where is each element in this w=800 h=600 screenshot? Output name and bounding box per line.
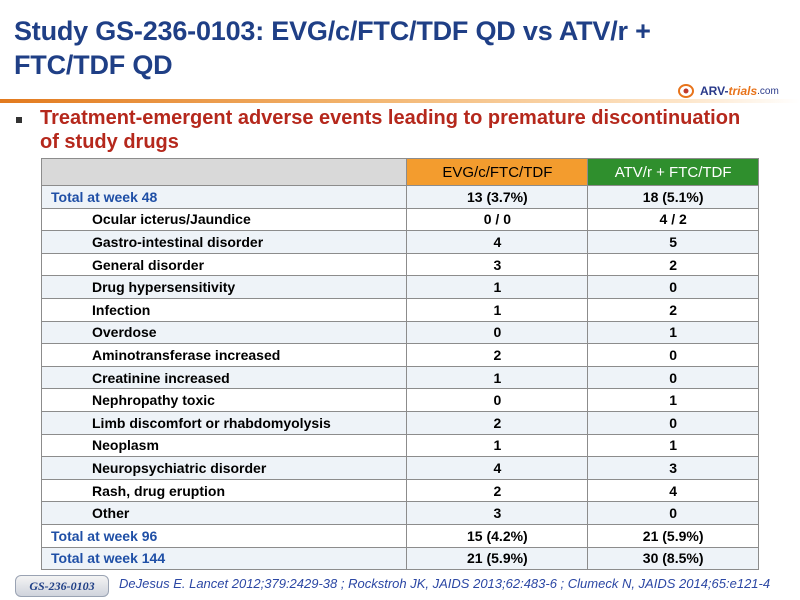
- cell-atv: 1: [587, 388, 759, 412]
- cell-evg: 1: [406, 297, 589, 322]
- logo-text-trials: trials: [728, 84, 758, 98]
- table-row: Gastro-intestinal disorder 4 5: [40, 230, 759, 254]
- row-label: Overdose: [40, 320, 408, 345]
- cell-atv: 0: [587, 343, 759, 367]
- cell-atv: 5: [587, 230, 759, 254]
- row-label: Limb discomfort or rhabdomyolysis: [40, 410, 408, 435]
- table-row: Creatinine increased 1 0: [40, 365, 759, 390]
- logo-text-arv: ARV-: [700, 84, 729, 98]
- cell-atv: 0: [587, 410, 759, 435]
- row-label: Other: [40, 501, 408, 525]
- header-atv: ATV/r + FTC/TDF: [587, 158, 759, 186]
- row-label: Drug hypersensitivity: [40, 275, 408, 299]
- table-row: Infection 1 2: [40, 297, 759, 322]
- table-row: Neoplasm 1 1: [40, 433, 759, 458]
- cell-atv: 1: [587, 433, 759, 458]
- row-label: Ocular icterus/Jaundice: [40, 207, 408, 232]
- row-label: Creatinine increased: [40, 365, 408, 390]
- cell-atv: 2: [587, 252, 759, 277]
- arv-trials-logo: ARV- trials .com: [678, 80, 779, 102]
- cell-atv: 4 / 2: [587, 207, 759, 232]
- cell-atv: 3: [587, 456, 759, 480]
- slide-title: Study GS-236-0103: EVG/c/FTC/TDF QD vs A…: [14, 16, 651, 80]
- study-badge: GS-236-0103: [15, 575, 109, 597]
- row-label: Nephropathy toxic: [40, 388, 408, 412]
- cell-evg: 3: [406, 501, 589, 525]
- cell-atv: 21 (5.9%): [587, 523, 759, 548]
- cell-evg: 0: [406, 388, 589, 412]
- table-row: Rash, drug eruption 2 4: [40, 478, 759, 503]
- cell-evg: 2: [406, 478, 589, 503]
- row-label: Total at week 144: [40, 546, 408, 571]
- table-body: Total at week 48 13 (3.7%) 18 (5.1%) Ocular…: [40, 185, 759, 571]
- cell-atv: 0: [587, 501, 759, 525]
- table-row: Limb discomfort or rhabdomyolysis 2 0: [40, 410, 759, 435]
- cell-evg: 4: [406, 456, 589, 480]
- cell-atv: 18 (5.1%): [587, 185, 759, 209]
- row-label: Rash, drug eruption: [40, 478, 408, 503]
- header-evg: EVG/c/FTC/TDF: [406, 158, 589, 186]
- row-label: Aminotransferase increased: [40, 343, 408, 367]
- row-label: Gastro-intestinal disorder: [40, 230, 408, 254]
- table-header-row: EVG/c/FTC/TDF ATV/r + FTC/TDF: [40, 158, 759, 186]
- row-label: Neuropsychiatric disorder: [40, 456, 408, 480]
- cell-evg: 0 / 0: [406, 207, 589, 232]
- row-label: Total at week 48: [40, 185, 408, 209]
- adverse-events-table: EVG/c/FTC/TDF ATV/r + FTC/TDF Total at w…: [40, 158, 759, 571]
- cell-atv: 30 (8.5%): [587, 546, 759, 571]
- cell-evg: 2: [406, 343, 589, 367]
- cell-evg: 3: [406, 252, 589, 277]
- row-label: Neoplasm: [40, 433, 408, 458]
- cell-evg: 0: [406, 320, 589, 345]
- header-blank-cell: [40, 158, 408, 186]
- cell-atv: 2: [587, 297, 759, 322]
- table-row: Neuropsychiatric disorder 4 3: [40, 456, 759, 480]
- slide-subtitle: Treatment-emergent adverse events leadin…: [40, 107, 741, 153]
- cell-atv: 0: [587, 365, 759, 390]
- cell-evg: 4: [406, 230, 589, 254]
- table-row: Drug hypersensitivity 1 0: [40, 275, 759, 299]
- row-label: Infection: [40, 297, 408, 322]
- table-row: Aminotransferase increased 2 0: [40, 343, 759, 367]
- table-row: Total at week 144 21 (5.9%) 30 (8.5%): [40, 546, 759, 571]
- cell-atv: 4: [587, 478, 759, 503]
- cell-evg: 1: [406, 365, 589, 390]
- table-row: Total at week 48 13 (3.7%) 18 (5.1%): [40, 185, 759, 209]
- cell-atv: 0: [587, 275, 759, 299]
- row-label: General disorder: [40, 252, 408, 277]
- table-row: Overdose 0 1: [40, 320, 759, 345]
- citation: DeJesus E. Lancet 2012;379:2429-38 ; Roc…: [119, 576, 771, 591]
- cell-atv: 1: [587, 320, 759, 345]
- table-row: General disorder 3 2: [40, 252, 759, 277]
- bullet-square-icon: [16, 117, 22, 123]
- logo-text-com: .com: [757, 85, 779, 97]
- table-row: Total at week 96 15 (4.2%) 21 (5.9%): [40, 523, 759, 548]
- title-divider: [0, 99, 800, 103]
- cell-evg: 2: [406, 410, 589, 435]
- cell-evg: 1: [406, 275, 589, 299]
- table-row: Nephropathy toxic 0 1: [40, 388, 759, 412]
- cell-evg: 13 (3.7%): [406, 185, 589, 209]
- cell-evg: 1: [406, 433, 589, 458]
- logo-swirl-icon: [678, 84, 694, 98]
- row-label: Total at week 96: [40, 523, 408, 548]
- cell-evg: 15 (4.2%): [406, 523, 589, 548]
- cell-evg: 21 (5.9%): [406, 546, 589, 571]
- table-row: Other 3 0: [40, 501, 759, 525]
